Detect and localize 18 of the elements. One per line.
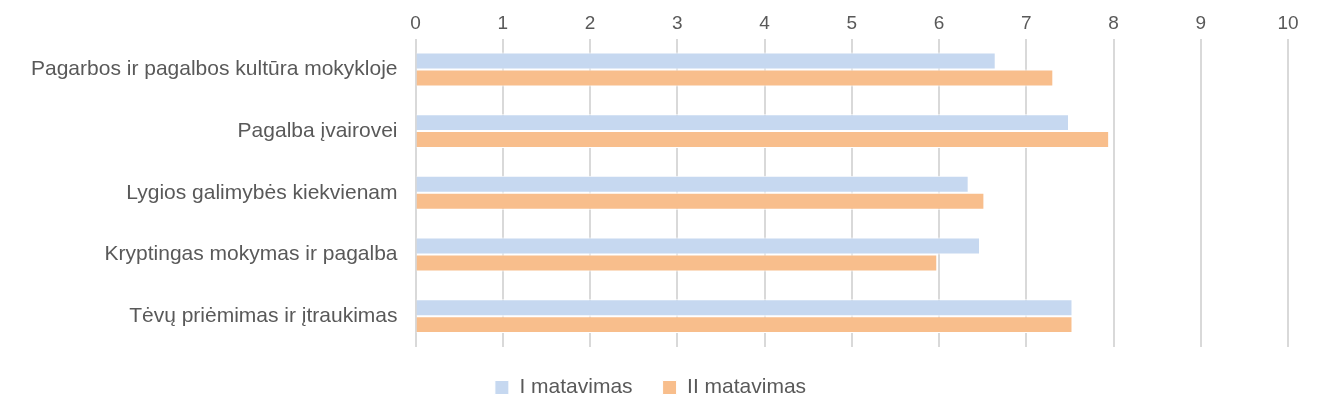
y-tick-label: Pagarbos ir pagalbos kultūra mokykloje	[30, 56, 398, 80]
x-tick-label: 7	[1020, 12, 1032, 34]
x-tick-label: 3	[671, 12, 683, 34]
x-tick-label: 8	[1108, 12, 1119, 34]
y-tick-label: Kryptingas mokymas ir pagalba	[104, 241, 398, 265]
y-tick-label: Tėvų priėmimas ir įtraukimas	[129, 302, 398, 326]
legend-label: I matavimas	[519, 374, 633, 398]
x-tick-label: 5	[846, 12, 858, 34]
x-tick-label: 0	[410, 12, 421, 34]
x-tick-label: 2	[584, 12, 596, 34]
y-tick-label: Lygios galimybės kiekvienam	[126, 179, 398, 203]
y-tick-label: Pagalba įvairovei	[237, 117, 398, 141]
x-tick-label: 4	[759, 12, 771, 34]
x-tick-label: 9	[1195, 12, 1207, 34]
x-tick-label: 10	[1277, 12, 1299, 34]
x-tick-label: 1	[497, 12, 509, 34]
legend-label: II matavimas	[687, 374, 807, 398]
x-tick-label: 6	[933, 12, 945, 34]
